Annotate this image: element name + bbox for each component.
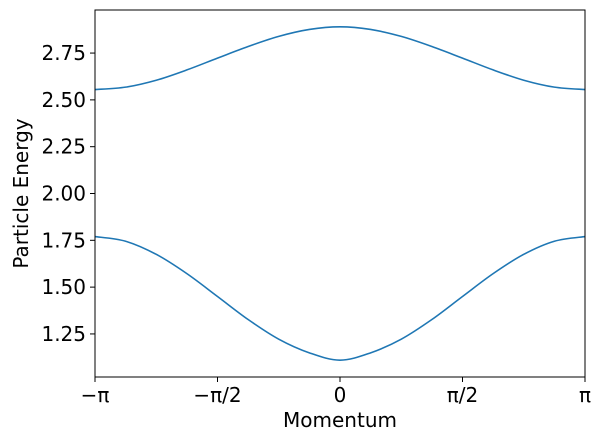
y-tick-label: 2.00: [41, 182, 86, 206]
y-tick-label: 1.50: [41, 275, 86, 299]
x-tick-label: −π: [81, 383, 110, 407]
y-tick-label: 2.50: [41, 88, 86, 112]
lower-band-line: [94, 235, 586, 361]
x-tick-label: π: [579, 383, 591, 407]
series-layer: [94, 26, 586, 361]
x-tick-label: −π/2: [193, 383, 241, 407]
x-axis-label: Momentum: [283, 408, 397, 430]
upper-band-line: [94, 26, 586, 91]
x-tick-label: π/2: [447, 383, 479, 407]
x-tick-label: 0: [334, 383, 347, 407]
x-axis-ticks: −π −π/2 0 π/2 π: [81, 377, 591, 407]
y-tick-label: 2.75: [41, 41, 86, 65]
y-axis-label: Particle Energy: [9, 118, 33, 268]
y-axis-ticks: 1.25 1.50 1.75 2.00 2.25 2.50 2.75: [41, 41, 95, 346]
y-tick-label: 1.25: [41, 322, 86, 346]
y-tick-label: 1.75: [41, 228, 86, 252]
y-tick-label: 2.25: [41, 135, 86, 159]
